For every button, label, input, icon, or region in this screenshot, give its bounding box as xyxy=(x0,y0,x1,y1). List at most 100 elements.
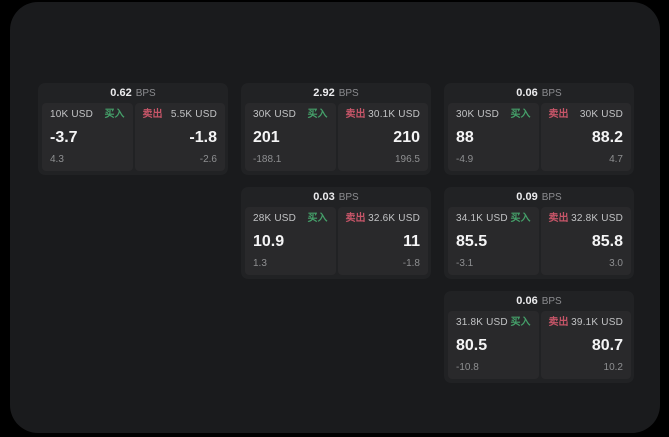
sell-side-label: 卖出 xyxy=(548,109,569,120)
sell-amount-label: 30K USD xyxy=(579,109,623,120)
sell-side-label: 卖出 xyxy=(345,109,366,120)
buy-amount-label: 31.8K USD xyxy=(456,317,508,328)
sell-tile[interactable]: 卖出 32.8K USD 85.8 3.0 xyxy=(540,207,631,275)
buy-tile[interactable]: 10K USD 买入 -3.7 4.3 xyxy=(42,103,133,171)
card-body: 31.8K USD 买入 80.5 -10.8 卖出 39.1K USD 80.… xyxy=(444,311,634,383)
quote-card: 0.62 BPS 10K USD 买入 -3.7 4.3 卖出 5.5K USD… xyxy=(38,83,228,175)
sell-price-value: 11 xyxy=(403,232,420,250)
bps-value: 0.03 xyxy=(313,191,335,203)
buy-price-value: 80.5 xyxy=(456,336,488,354)
sell-price-value: 210 xyxy=(393,128,420,146)
sell-change-value: -1.8 xyxy=(402,258,420,269)
buy-price-value: 85.5 xyxy=(456,232,488,250)
quote-card: 0.03 BPS 28K USD 买入 10.9 1.3 卖出 32.6K US… xyxy=(241,187,431,279)
sell-side-label: 卖出 xyxy=(345,213,366,224)
quote-card: 0.06 BPS 31.8K USD 买入 80.5 -10.8 卖出 39.1… xyxy=(444,291,634,383)
buy-side-label: 买入 xyxy=(104,109,125,120)
app-window: 0.62 BPS 10K USD 买入 -3.7 4.3 卖出 5.5K USD… xyxy=(10,2,660,433)
buy-amount-label: 30K USD xyxy=(456,109,500,120)
bps-value: 0.09 xyxy=(516,191,538,203)
sell-change-value: -2.6 xyxy=(199,154,217,165)
buy-change-value: -188.1 xyxy=(253,154,282,165)
quote-card: 0.06 BPS 30K USD 买入 88 -4.9 卖出 30K USD 8… xyxy=(444,83,634,175)
card-body: 34.1K USD 买入 85.5 -3.1 卖出 32.8K USD 85.8… xyxy=(444,207,634,279)
sell-tile[interactable]: 卖出 5.5K USD -1.8 -2.6 xyxy=(134,103,225,171)
sell-tile-top: 卖出 30K USD xyxy=(549,110,624,120)
bps-unit-label: BPS xyxy=(135,87,156,99)
buy-change-value: 4.3 xyxy=(50,154,64,165)
bps-unit-label: BPS xyxy=(338,191,359,203)
buy-side-label: 买入 xyxy=(510,213,531,224)
bps-header: 0.62 BPS xyxy=(38,83,228,103)
sell-amount-label: 32.6K USD xyxy=(368,213,420,224)
buy-tile-top: 31.8K USD 买入 xyxy=(456,318,531,328)
buy-change-value: -3.1 xyxy=(456,258,474,269)
buy-price-value: 201 xyxy=(253,128,280,146)
quote-card: 0.09 BPS 34.1K USD 买入 85.5 -3.1 卖出 32.8K… xyxy=(444,187,634,279)
sell-tile[interactable]: 卖出 32.6K USD 11 -1.8 xyxy=(337,207,428,275)
sell-change-value: 3.0 xyxy=(609,258,623,269)
buy-change-value: -4.9 xyxy=(456,154,474,165)
sell-amount-label: 30.1K USD xyxy=(368,109,420,120)
sell-change-value: 4.7 xyxy=(609,154,623,165)
sell-tile-top: 卖出 32.6K USD xyxy=(346,214,421,224)
buy-tile-top: 30K USD 买入 xyxy=(253,110,328,120)
sell-tile-top: 卖出 39.1K USD xyxy=(549,318,624,328)
card-body: 28K USD 买入 10.9 1.3 卖出 32.6K USD 11 -1.8 xyxy=(241,207,431,279)
sell-side-label: 卖出 xyxy=(548,213,569,224)
sell-change-value: 196.5 xyxy=(394,154,420,165)
sell-amount-label: 32.8K USD xyxy=(571,213,623,224)
buy-tile[interactable]: 28K USD 买入 10.9 1.3 xyxy=(245,207,336,275)
bps-header: 0.06 BPS xyxy=(444,83,634,103)
bps-unit-label: BPS xyxy=(541,87,562,99)
sell-tile-top: 卖出 30.1K USD xyxy=(346,110,421,120)
buy-side-label: 买入 xyxy=(510,109,531,120)
buy-tile[interactable]: 31.8K USD 买入 80.5 -10.8 xyxy=(448,311,539,379)
sell-price-value: 80.7 xyxy=(591,336,623,354)
quote-card: 2.92 BPS 30K USD 买入 201 -188.1 卖出 30.1K … xyxy=(241,83,431,175)
sell-tile-top: 卖出 5.5K USD xyxy=(143,110,218,120)
sell-side-label: 卖出 xyxy=(142,109,163,120)
bps-unit-label: BPS xyxy=(541,191,562,203)
buy-amount-label: 28K USD xyxy=(253,213,297,224)
buy-price-value: -3.7 xyxy=(50,128,78,146)
sell-amount-label: 5.5K USD xyxy=(170,109,217,120)
buy-tile-top: 28K USD 买入 xyxy=(253,214,328,224)
sell-price-value: -1.8 xyxy=(189,128,217,146)
bps-value: 0.06 xyxy=(516,87,538,99)
buy-amount-label: 10K USD xyxy=(50,109,94,120)
sell-change-value: 10.2 xyxy=(603,362,623,373)
bps-unit-label: BPS xyxy=(338,87,359,99)
card-body: 10K USD 买入 -3.7 4.3 卖出 5.5K USD -1.8 -2.… xyxy=(38,103,228,175)
buy-tile-top: 34.1K USD 买入 xyxy=(456,214,531,224)
card-body: 30K USD 买入 201 -188.1 卖出 30.1K USD 210 1… xyxy=(241,103,431,175)
bps-value: 2.92 xyxy=(313,87,335,99)
sell-amount-label: 39.1K USD xyxy=(571,317,623,328)
buy-side-label: 买入 xyxy=(307,213,328,224)
sell-tile[interactable]: 卖出 30K USD 88.2 4.7 xyxy=(540,103,631,171)
bps-header: 2.92 BPS xyxy=(241,83,431,103)
buy-price-value: 10.9 xyxy=(253,232,285,250)
bps-unit-label: BPS xyxy=(541,295,562,307)
sell-tile-top: 卖出 32.8K USD xyxy=(549,214,624,224)
sell-tile[interactable]: 卖出 39.1K USD 80.7 10.2 xyxy=(540,311,631,379)
bps-header: 0.09 BPS xyxy=(444,187,634,207)
bps-value: 0.62 xyxy=(110,87,132,99)
buy-change-value: 1.3 xyxy=(253,258,267,269)
buy-side-label: 买入 xyxy=(307,109,328,120)
card-body: 30K USD 买入 88 -4.9 卖出 30K USD 88.2 4.7 xyxy=(444,103,634,175)
buy-tile[interactable]: 34.1K USD 买入 85.5 -3.1 xyxy=(448,207,539,275)
sell-tile[interactable]: 卖出 30.1K USD 210 196.5 xyxy=(337,103,428,171)
bps-header: 0.03 BPS xyxy=(241,187,431,207)
buy-amount-label: 30K USD xyxy=(253,109,297,120)
buy-change-value: -10.8 xyxy=(456,362,479,373)
buy-tile-top: 10K USD 买入 xyxy=(50,110,125,120)
buy-tile[interactable]: 30K USD 买入 88 -4.9 xyxy=(448,103,539,171)
buy-tile[interactable]: 30K USD 买入 201 -188.1 xyxy=(245,103,336,171)
buy-price-value: 88 xyxy=(456,128,474,146)
sell-side-label: 卖出 xyxy=(548,317,569,328)
sell-price-value: 88.2 xyxy=(591,128,623,146)
buy-amount-label: 34.1K USD xyxy=(456,213,508,224)
buy-side-label: 买入 xyxy=(510,317,531,328)
bps-header: 0.06 BPS xyxy=(444,291,634,311)
